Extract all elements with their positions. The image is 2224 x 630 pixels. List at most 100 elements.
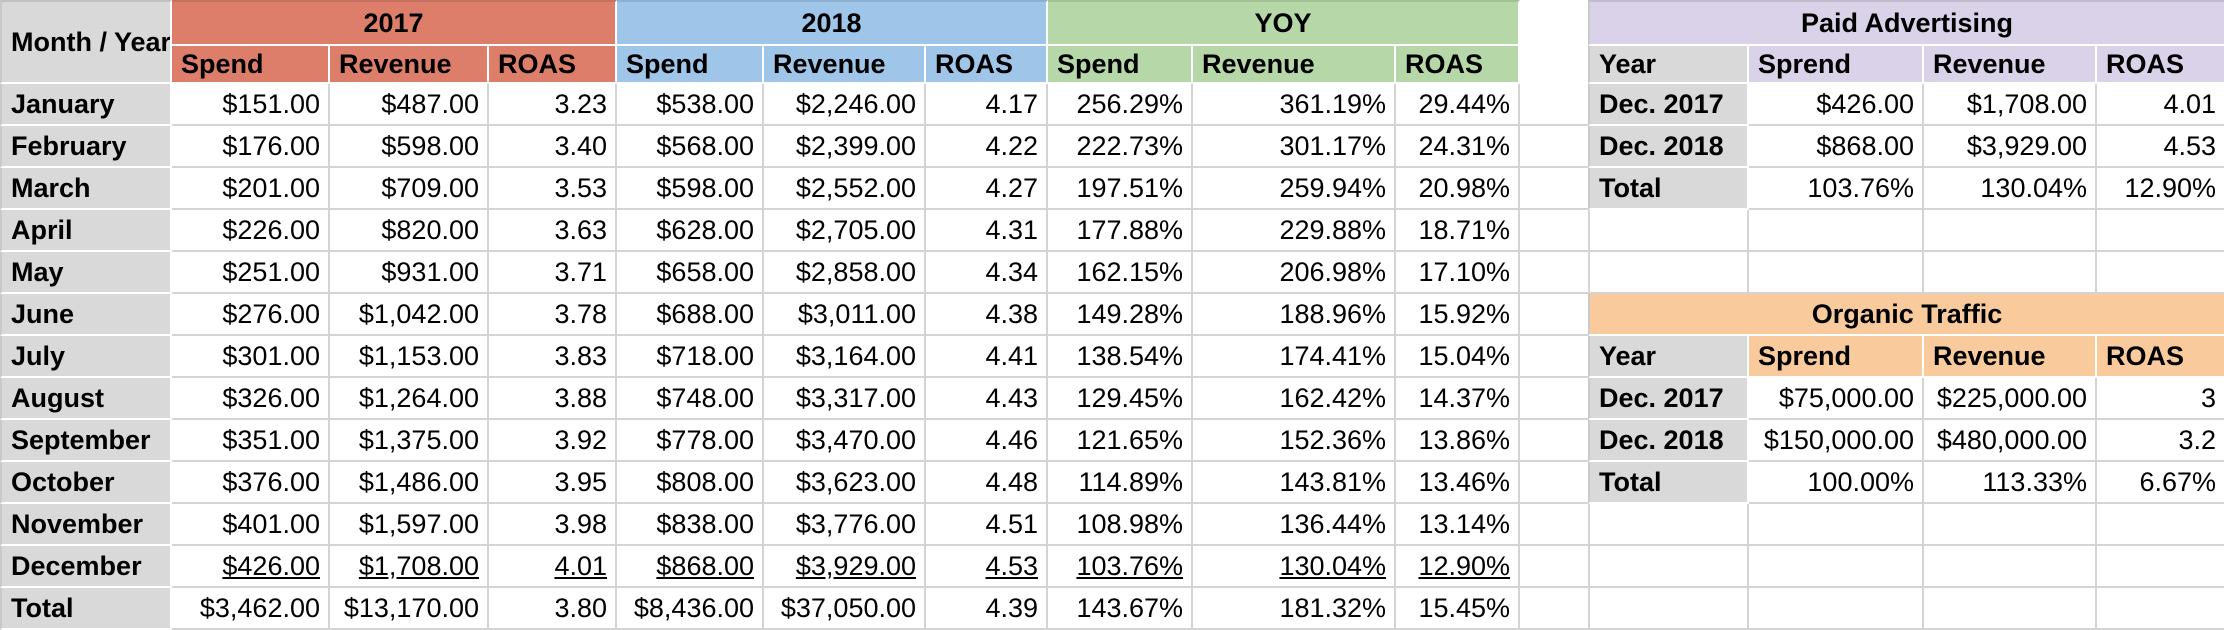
spend-yoy-cell[interactable]: 177.88%	[1048, 210, 1194, 252]
spend-2017-cell[interactable]: $151.00	[172, 84, 330, 126]
revenue-2017-cell[interactable]: $1,597.00	[330, 504, 489, 546]
spend-2018-cell[interactable]: $658.00	[617, 252, 765, 294]
roas-2017-cell[interactable]: 3.92	[489, 420, 618, 462]
empty-cell[interactable]	[2097, 588, 2224, 630]
spend-yoy-cell[interactable]: 103.76%	[1048, 546, 1194, 588]
spend-yoy-cell[interactable]: 138.54%	[1048, 336, 1194, 378]
revenue-2018-cell[interactable]: $3,929.00	[764, 546, 927, 588]
empty-cell[interactable]	[2097, 546, 2224, 588]
roas-2018-cell[interactable]: 4.39	[926, 588, 1049, 630]
revenue-2017-cell[interactable]: $487.00	[330, 84, 489, 126]
roas-yoy-cell[interactable]: 24.31%	[1396, 126, 1521, 168]
revenue-yoy-cell[interactable]: 143.81%	[1193, 462, 1397, 504]
roas-yoy-cell[interactable]: 15.45%	[1396, 588, 1521, 630]
empty-cell[interactable]	[1588, 588, 1749, 630]
revenue-yoy-cell[interactable]: 130.04%	[1193, 546, 1397, 588]
spend-2018-cell[interactable]: $8,436.00	[617, 588, 765, 630]
roas-2017-cell[interactable]: 3.83	[489, 336, 618, 378]
roas-2017-cell[interactable]: 3.53	[489, 168, 618, 210]
month-label-cell[interactable]: January	[0, 84, 172, 126]
column-header-spend-yoy[interactable]: Spend	[1048, 46, 1194, 84]
roas-2017-cell[interactable]: 3.63	[489, 210, 618, 252]
revenue-2017-cell[interactable]: $931.00	[330, 252, 489, 294]
group-header-yoy[interactable]: YOY	[1048, 0, 1521, 46]
revenue-yoy-cell[interactable]: 181.32%	[1193, 588, 1397, 630]
paid-row-label[interactable]: Dec. 2017	[1588, 84, 1749, 126]
paid-year-header[interactable]: Year	[1588, 46, 1749, 84]
roas-2018-cell[interactable]: 4.17	[926, 84, 1049, 126]
organic-spend-cell[interactable]: $75,000.00	[1749, 378, 1924, 420]
spend-2018-cell[interactable]: $868.00	[617, 546, 765, 588]
month-label-cell[interactable]: September	[0, 420, 172, 462]
spend-yoy-cell[interactable]: 256.29%	[1048, 84, 1194, 126]
roas-2017-cell[interactable]: 3.88	[489, 378, 618, 420]
paid-roas-cell[interactable]: 4.01	[2097, 84, 2224, 126]
paid-advertising-title[interactable]: Paid Advertising	[1588, 0, 2224, 46]
spend-yoy-cell[interactable]: 149.28%	[1048, 294, 1194, 336]
column-header-roas-yoy[interactable]: ROAS	[1396, 46, 1521, 84]
paid-sprend-header[interactable]: Sprend	[1749, 46, 1924, 84]
paid-total-revenue-cell[interactable]: 130.04%	[1924, 168, 2097, 210]
group-header-2017[interactable]: 2017	[172, 0, 618, 46]
gap-column[interactable]	[1520, 84, 1588, 630]
spend-yoy-cell[interactable]: 222.73%	[1048, 126, 1194, 168]
group-header-2018[interactable]: 2018	[617, 0, 1049, 46]
spend-2017-cell[interactable]: $301.00	[172, 336, 330, 378]
column-header-roas-2017[interactable]: ROAS	[489, 46, 618, 84]
spend-yoy-cell[interactable]: 143.67%	[1048, 588, 1194, 630]
roas-2017-cell[interactable]: 3.78	[489, 294, 618, 336]
revenue-2018-cell[interactable]: $3,470.00	[764, 420, 927, 462]
paid-roas-cell[interactable]: 4.53	[2097, 126, 2224, 168]
month-label-cell[interactable]: April	[0, 210, 172, 252]
revenue-2018-cell[interactable]: $3,011.00	[764, 294, 927, 336]
revenue-2018-cell[interactable]: $2,858.00	[764, 252, 927, 294]
spend-yoy-cell[interactable]: 197.51%	[1048, 168, 1194, 210]
month-label-cell[interactable]: May	[0, 252, 172, 294]
revenue-2018-cell[interactable]: $2,705.00	[764, 210, 927, 252]
roas-2018-cell[interactable]: 4.27	[926, 168, 1049, 210]
revenue-2018-cell[interactable]: $3,317.00	[764, 378, 927, 420]
empty-cell[interactable]	[1588, 504, 1749, 546]
roas-yoy-cell[interactable]: 17.10%	[1396, 252, 1521, 294]
organic-total-spend-cell[interactable]: 100.00%	[1749, 462, 1924, 504]
revenue-yoy-cell[interactable]: 229.88%	[1193, 210, 1397, 252]
month-label-cell[interactable]: June	[0, 294, 172, 336]
revenue-2017-cell[interactable]: $709.00	[330, 168, 489, 210]
revenue-2017-cell[interactable]: $820.00	[330, 210, 489, 252]
revenue-2018-cell[interactable]: $2,399.00	[764, 126, 927, 168]
empty-cell[interactable]	[1588, 546, 1749, 588]
revenue-2018-cell[interactable]: $2,552.00	[764, 168, 927, 210]
empty-cell[interactable]	[1924, 210, 2097, 252]
month-label-cell[interactable]: March	[0, 168, 172, 210]
revenue-yoy-cell[interactable]: 162.42%	[1193, 378, 1397, 420]
empty-cell[interactable]	[1749, 504, 1924, 546]
revenue-yoy-cell[interactable]: 259.94%	[1193, 168, 1397, 210]
organic-traffic-title[interactable]: Organic Traffic	[1588, 294, 2224, 336]
revenue-yoy-cell[interactable]: 174.41%	[1193, 336, 1397, 378]
organic-total-roas-cell[interactable]: 6.67%	[2097, 462, 2224, 504]
spend-2018-cell[interactable]: $628.00	[617, 210, 765, 252]
spend-2018-cell[interactable]: $538.00	[617, 84, 765, 126]
empty-cell[interactable]	[1924, 588, 2097, 630]
paid-row-label[interactable]: Dec. 2018	[1588, 126, 1749, 168]
roas-2018-cell[interactable]: 4.51	[926, 504, 1049, 546]
roas-yoy-cell[interactable]: 18.71%	[1396, 210, 1521, 252]
paid-revenue-cell[interactable]: $1,708.00	[1924, 84, 2097, 126]
roas-yoy-cell[interactable]: 12.90%	[1396, 546, 1521, 588]
spend-yoy-cell[interactable]: 108.98%	[1048, 504, 1194, 546]
month-label-cell[interactable]: December	[0, 546, 172, 588]
organic-spend-cell[interactable]: $150,000.00	[1749, 420, 1924, 462]
spend-2017-cell[interactable]: $251.00	[172, 252, 330, 294]
revenue-2017-cell[interactable]: $1,708.00	[330, 546, 489, 588]
empty-cell[interactable]	[1924, 546, 2097, 588]
roas-2017-cell[interactable]: 3.80	[489, 588, 618, 630]
revenue-2018-cell[interactable]: $3,623.00	[764, 462, 927, 504]
organic-row-label[interactable]: Dec. 2018	[1588, 420, 1749, 462]
organic-revenue-cell[interactable]: $480,000.00	[1924, 420, 2097, 462]
organic-revenue-header[interactable]: Revenue	[1924, 336, 2097, 378]
column-header-revenue-yoy[interactable]: Revenue	[1193, 46, 1397, 84]
revenue-2017-cell[interactable]: $1,375.00	[330, 420, 489, 462]
revenue-2018-cell[interactable]: $2,246.00	[764, 84, 927, 126]
revenue-yoy-cell[interactable]: 152.36%	[1193, 420, 1397, 462]
empty-cell[interactable]	[1749, 252, 1924, 294]
